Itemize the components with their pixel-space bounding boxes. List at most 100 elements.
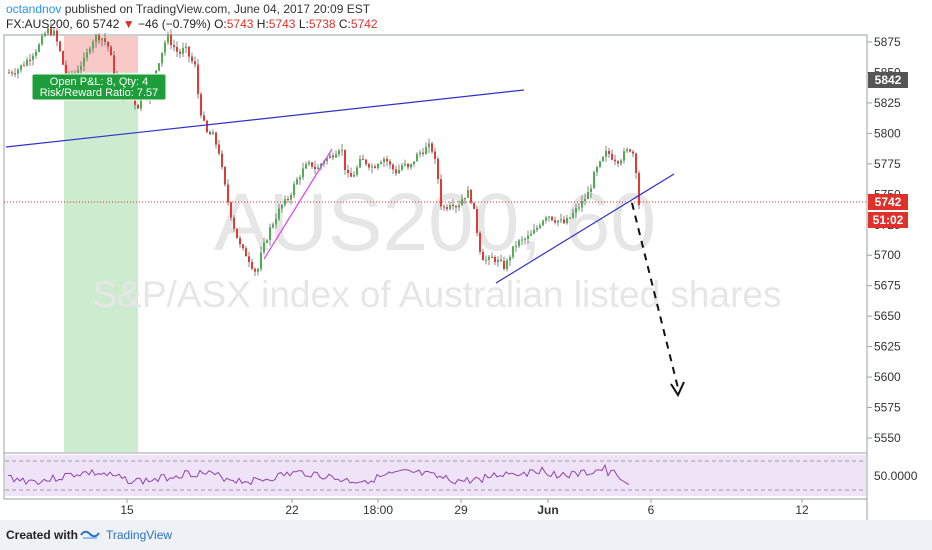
candle-body <box>386 158 388 162</box>
candle-body <box>374 166 376 169</box>
tradingview-logo-icon <box>80 530 100 539</box>
candle-body <box>605 150 607 157</box>
position-pnl: Open P&L: 8, Qty: 4 <box>50 76 148 88</box>
candle-body <box>56 30 58 42</box>
candle-body <box>557 220 559 223</box>
price-tick-label: 5650 <box>874 309 901 323</box>
candle-body <box>542 220 544 226</box>
candle-body <box>446 207 448 210</box>
candle-body <box>530 233 532 236</box>
position-box[interactable] <box>31 73 167 101</box>
candle-body <box>35 51 37 56</box>
candle-body <box>539 225 541 228</box>
candle-body <box>17 69 19 74</box>
candle-body <box>47 28 49 34</box>
candle-body <box>359 158 361 168</box>
candle-body <box>491 256 493 258</box>
candle-body <box>188 46 190 57</box>
candle-body <box>239 238 241 245</box>
candle-body <box>284 199 286 205</box>
candle-body <box>569 217 571 219</box>
candle-body <box>101 38 103 41</box>
arrow-head-icon <box>670 381 685 398</box>
candle-body <box>608 150 610 154</box>
candle-body <box>65 64 67 75</box>
upper-trendline[interactable] <box>5 89 525 148</box>
candle-body <box>431 143 433 152</box>
countdown-tag <box>868 212 908 228</box>
candle-body <box>77 69 79 73</box>
candle-body <box>170 34 172 46</box>
profit-zone <box>64 36 138 452</box>
time-axis-label: 18:00 <box>363 503 393 517</box>
time-axis-label: 15 <box>120 503 134 517</box>
time-axis-label: Jun <box>537 503 558 517</box>
candle-body <box>443 206 445 208</box>
candle-body <box>167 34 169 43</box>
candle-body <box>350 173 352 177</box>
candle-body <box>599 161 601 168</box>
publish-text: published on TradingView.com, June 04, 2… <box>64 2 371 16</box>
candle-body <box>311 162 313 167</box>
candle-body <box>416 154 418 162</box>
candle-body <box>419 152 421 155</box>
created-with-text: Created with <box>6 528 79 542</box>
footer-bar: Created with TradingView <box>0 520 932 550</box>
candle-body <box>395 169 397 174</box>
candle-body <box>197 64 199 95</box>
watermark-description: S&P/ASX index of Australian listed share… <box>93 274 782 315</box>
candle-body <box>341 149 343 151</box>
candle-body <box>506 260 508 269</box>
candle-body <box>179 51 181 54</box>
candle-body <box>200 94 202 116</box>
symbol-price: FX:AUS200, 60 5742 <box>6 17 120 31</box>
candle-body <box>440 179 442 207</box>
price-chart[interactable]: AUS200, 60 S&P/ASX index of Australian l… <box>0 0 932 520</box>
impulse-line[interactable] <box>263 148 333 260</box>
candle-body <box>380 162 382 165</box>
candle-body <box>497 259 499 262</box>
candle-body <box>266 239 268 243</box>
candle-body <box>578 207 580 209</box>
candle-body <box>236 228 238 239</box>
candle-body <box>422 152 424 154</box>
candle-body <box>32 55 34 60</box>
candle-body <box>464 197 466 200</box>
candle-body <box>581 200 583 208</box>
candle-body <box>479 232 481 252</box>
candle-body <box>50 28 52 35</box>
candle-body <box>38 44 40 52</box>
candle-body <box>518 240 520 247</box>
author-link[interactable]: octandnov <box>6 2 62 16</box>
candle-body <box>251 262 253 269</box>
lower-trendline[interactable] <box>495 173 675 284</box>
candle-body <box>545 217 547 221</box>
candle-body <box>233 217 235 229</box>
ohlc-low-value: 5738 <box>308 17 336 31</box>
candle-body <box>302 168 304 178</box>
price-tick-label: 5575 <box>874 401 901 415</box>
candle-body <box>206 120 208 133</box>
candle-body <box>353 174 355 177</box>
stop-zone <box>64 36 138 72</box>
projection-arrow-line[interactable] <box>631 202 679 389</box>
candle-body <box>377 164 379 169</box>
position-rr: Risk/Reward Ratio: 7.57 <box>40 87 159 99</box>
candle-body <box>221 153 223 167</box>
candle-body <box>275 219 277 225</box>
tradingview-brand-link[interactable]: TradingView <box>106 528 173 542</box>
candle-body <box>428 143 430 148</box>
candle-body <box>515 246 517 248</box>
candle-body <box>488 256 490 260</box>
candle-body <box>215 132 217 145</box>
time-axis-label: 6 <box>648 503 655 517</box>
ohlc-close-value: 5742 <box>350 17 378 31</box>
candle-body <box>590 188 592 192</box>
candle-body <box>458 205 460 208</box>
candle-body <box>293 184 295 196</box>
price-tick-label: 5625 <box>874 340 901 354</box>
candle-body <box>347 169 349 174</box>
candle-body <box>26 59 28 66</box>
candle-body <box>92 42 94 49</box>
candle-body <box>224 166 226 185</box>
